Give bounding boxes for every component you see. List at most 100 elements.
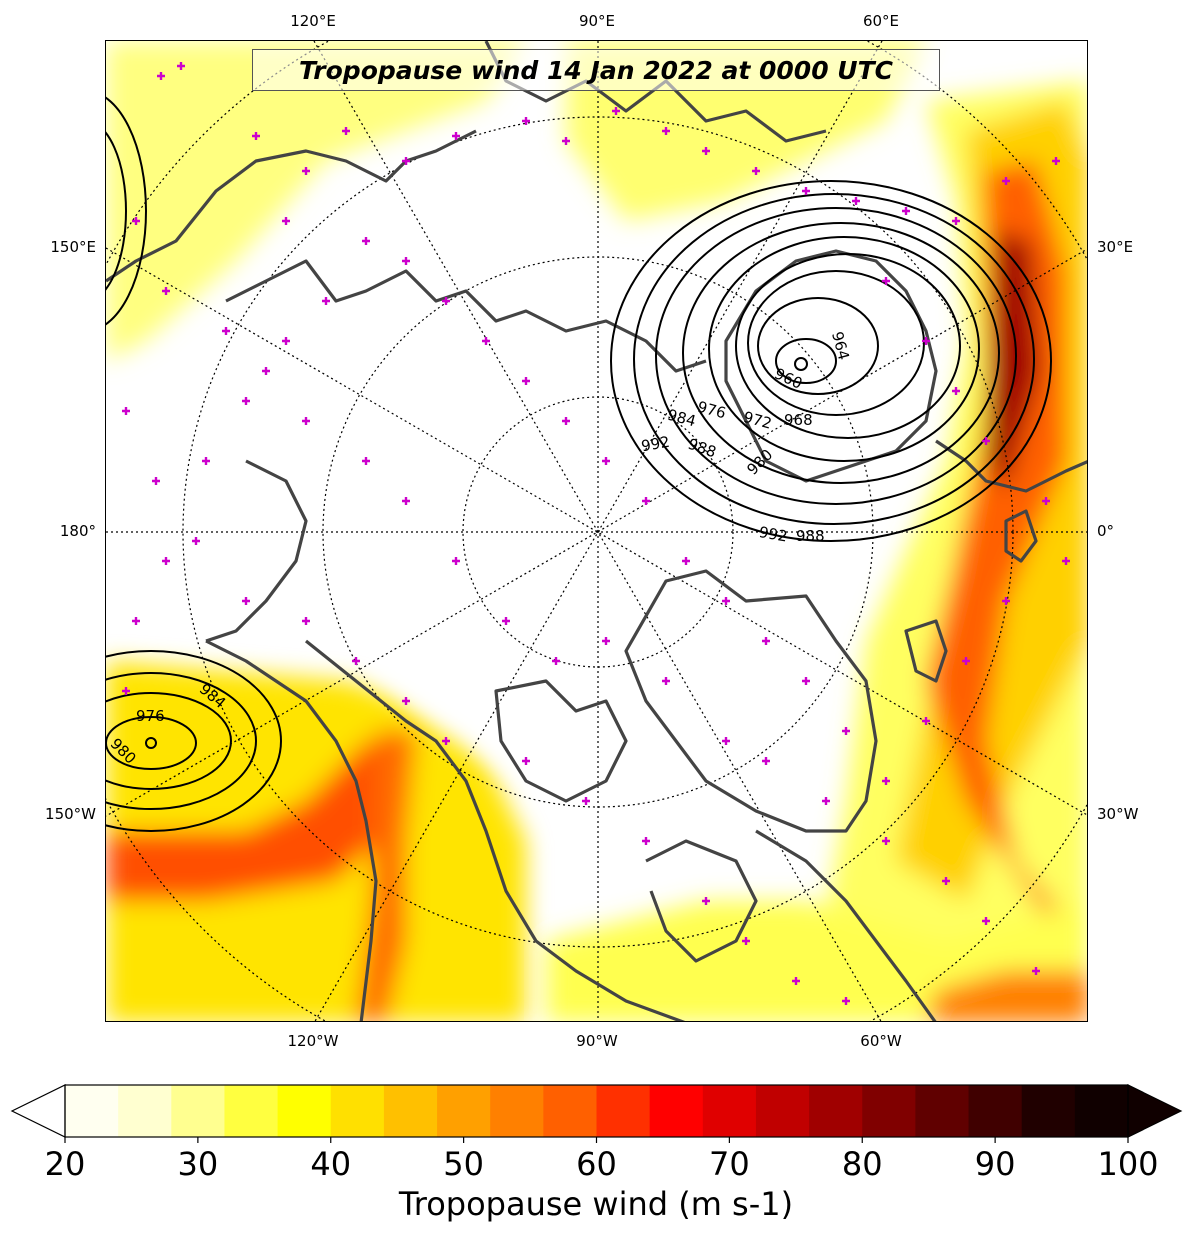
- colorbar-segment: [330, 1085, 385, 1137]
- isobar-siberia-edge-inner: [106, 131, 127, 291]
- station-marker: [562, 417, 570, 425]
- colorbar-segment: [649, 1085, 704, 1137]
- colorbar-tick-label: 40: [310, 1145, 352, 1183]
- lon-label-30w: 30°W: [1097, 805, 1139, 823]
- low-center-atlantic: [794, 357, 808, 371]
- station-marker: [282, 217, 290, 225]
- station-marker: [1002, 597, 1010, 605]
- station-marker: [452, 132, 460, 140]
- meridian-120e-60w: [313, 41, 882, 1021]
- station-marker: [202, 457, 210, 465]
- coast-canada-archipelago: [494, 679, 628, 803]
- station-marker: [952, 217, 960, 225]
- colorbar-segment: [1074, 1085, 1129, 1137]
- station-marker: [822, 797, 830, 805]
- map-title: Tropopause wind 14 Jan 2022 at 0000 UTC: [252, 49, 940, 91]
- colorbar-segment: [543, 1085, 598, 1137]
- map-canvas: 964 960 968 972 976 980 984 988 992 992 …: [106, 41, 1087, 1021]
- colorbar-segment: [968, 1085, 1023, 1137]
- colorbar-segment: [224, 1085, 279, 1137]
- station-marker: [252, 132, 260, 140]
- meridian-30e-150w: [106, 248, 1087, 817]
- station-marker: [642, 837, 650, 845]
- coast-scandinavia: [724, 249, 938, 483]
- isobar-siberia-edge: [106, 96, 147, 326]
- pressure-contours-atlantic-low: [610, 180, 1052, 542]
- colorbar-tick-label: 60: [576, 1145, 617, 1183]
- coast-greenland: [624, 569, 878, 833]
- station-marker: [602, 457, 610, 465]
- station-marker: [1062, 557, 1070, 565]
- lon-label-30e: 30°E: [1097, 238, 1134, 256]
- station-marker: [157, 72, 165, 80]
- station-marker: [352, 657, 360, 665]
- station-marker: [402, 257, 410, 265]
- station-marker: [122, 687, 130, 695]
- lon-label-60w: 60°W: [860, 1032, 902, 1050]
- station-marker: [682, 557, 690, 565]
- station-marker: [792, 977, 800, 985]
- wind-speed-shading: [106, 41, 1087, 1021]
- colorbar-segment: [490, 1085, 544, 1137]
- coast-siberia-north: [225, 259, 707, 373]
- station-marker: [982, 917, 990, 925]
- colorbar-segment: [437, 1085, 491, 1137]
- station-marker: [562, 137, 570, 145]
- contour-label: 992: [640, 433, 671, 456]
- station-marker: [952, 387, 960, 395]
- colorbar-tick-label: 20: [44, 1145, 86, 1183]
- isobar-960: [775, 338, 837, 384]
- station-marker: [442, 297, 450, 305]
- station-marker: [802, 677, 810, 685]
- station-marker: [722, 597, 730, 605]
- map-panel: 964 960 968 972 976 980 984 988 992 992 …: [105, 40, 1088, 1022]
- jet-core-atlantic: [926, 161, 1087, 978]
- coastlines: [106, 41, 1087, 1021]
- station-marker: [162, 557, 170, 565]
- colorbar-segment: [809, 1085, 863, 1137]
- station-marker: [722, 737, 730, 745]
- colorbar-tick-label: 80: [841, 1145, 883, 1183]
- colorbar-segment: [862, 1085, 916, 1137]
- station-marker: [152, 477, 160, 485]
- station-marker: [852, 197, 860, 205]
- station-marker: [482, 337, 490, 345]
- contour-label: 992: [758, 523, 789, 546]
- station-marker: [612, 107, 620, 115]
- coast-alaska: [205, 639, 378, 1021]
- low-center-pacific: [145, 737, 157, 749]
- isobar-pacific-984: [106, 650, 282, 832]
- station-marker: [132, 617, 140, 625]
- station-marker: [902, 207, 910, 215]
- colorbar-label: Tropopause wind (m s-1): [398, 1185, 794, 1223]
- colorbar-segment: [1021, 1085, 1076, 1137]
- station-marker: [922, 717, 930, 725]
- station-marker: [582, 797, 590, 805]
- station-marker: [242, 397, 250, 405]
- station-marker: [302, 167, 310, 175]
- jet-core-pacific: [106, 741, 406, 901]
- coast-siberia-east: [106, 129, 477, 283]
- station-marker: [742, 937, 750, 945]
- coast-uk: [1004, 509, 1038, 563]
- isobar-pacific-980: [106, 672, 257, 810]
- isobar-992: [610, 180, 1052, 542]
- station-marker: [762, 637, 770, 645]
- station-marker: [442, 737, 450, 745]
- station-marker: [222, 327, 230, 335]
- coast-europe: [935, 439, 1087, 493]
- station-marker: [882, 837, 890, 845]
- colorbar-segments: [65, 1085, 1129, 1137]
- colorbar-tick-marks: [64, 1137, 1129, 1143]
- station-marker: [842, 727, 850, 735]
- lon-label-60e: 60°E: [862, 12, 900, 30]
- colorbar-extend-low: [10, 1084, 66, 1138]
- station-marker: [552, 657, 560, 665]
- colorbar-tick-label: 100: [1097, 1145, 1159, 1183]
- station-marker: [192, 537, 200, 545]
- station-marker: [642, 497, 650, 505]
- station-marker: [702, 897, 710, 905]
- station-marker: [322, 297, 330, 305]
- contour-label: 976: [136, 707, 165, 725]
- pressure-contours-pacific-low: [106, 96, 282, 832]
